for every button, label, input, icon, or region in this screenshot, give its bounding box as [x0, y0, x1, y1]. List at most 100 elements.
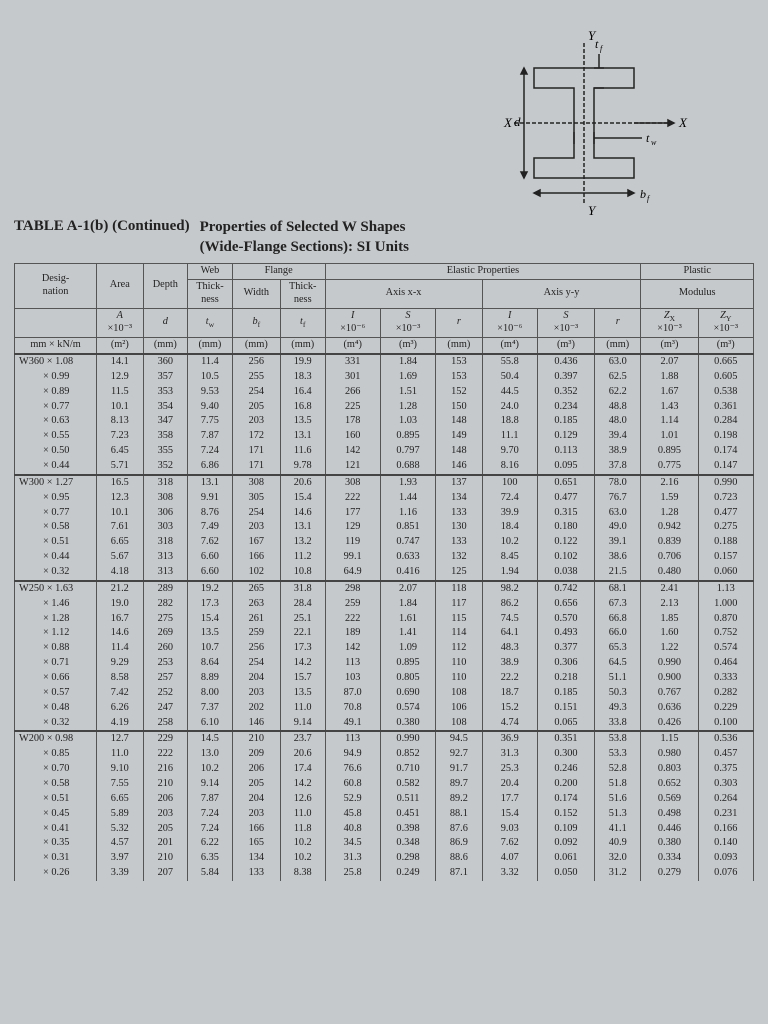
data-cell: 0.752 [698, 626, 753, 641]
data-cell: 49.0 [595, 520, 641, 535]
data-cell: 142 [325, 641, 380, 656]
data-cell: 60.8 [325, 777, 380, 792]
data-cell: 254 [232, 385, 280, 400]
data-cell: 282 [143, 597, 188, 612]
desig-cell: × 0.70 [15, 762, 97, 777]
data-cell: 1.60 [641, 626, 698, 641]
table-row: W300 × 1.2716.531813.130820.63081.931371… [15, 475, 754, 491]
data-cell: 153 [436, 354, 482, 370]
data-cell: 13.5 [280, 414, 325, 429]
data-cell: 266 [325, 385, 380, 400]
data-cell: 1.41 [380, 626, 435, 641]
data-cell: 318 [143, 475, 188, 491]
data-cell: 207 [143, 866, 188, 881]
data-cell: 260 [143, 641, 188, 656]
data-cell: 7.62 [482, 836, 537, 851]
data-cell: 0.038 [537, 565, 594, 581]
table-row: × 0.486.262477.3720211.070.80.57410615.2… [15, 701, 754, 716]
data-cell: 129 [325, 520, 380, 535]
data-cell: 1.51 [380, 385, 435, 400]
svg-text:t: t [595, 37, 599, 51]
data-cell: 222 [143, 747, 188, 762]
data-cell: 94.5 [436, 731, 482, 747]
data-cell: 0.061 [537, 851, 594, 866]
data-cell: 1.28 [380, 400, 435, 415]
data-cell: 10.1 [97, 506, 143, 521]
data-cell: 18.3 [280, 370, 325, 385]
data-cell: 9.40 [188, 400, 233, 415]
desig-cell: × 0.26 [15, 866, 97, 881]
data-cell: 247 [143, 701, 188, 716]
data-cell: 153 [436, 370, 482, 385]
data-cell: 289 [143, 581, 188, 597]
svg-text:Y: Y [588, 203, 597, 218]
data-cell: 258 [143, 716, 188, 732]
data-cell: 206 [143, 792, 188, 807]
data-cell: 261 [232, 612, 280, 627]
data-cell: 19.9 [280, 354, 325, 370]
data-cell: 1.84 [380, 597, 435, 612]
data-cell: 160 [325, 429, 380, 444]
data-cell: 31.8 [280, 581, 325, 597]
data-cell: 275 [143, 612, 188, 627]
data-cell: 166 [232, 822, 280, 837]
data-cell: 0.747 [380, 535, 435, 550]
data-cell: 0.980 [641, 747, 698, 762]
data-cell: 0.198 [698, 429, 753, 444]
data-cell: 24.0 [482, 400, 537, 415]
data-cell: 0.805 [380, 671, 435, 686]
data-cell: 74.5 [482, 612, 537, 627]
data-cell: 92.7 [436, 747, 482, 762]
data-cell: 189 [325, 626, 380, 641]
data-cell: 37.8 [595, 459, 641, 475]
data-cell: 0.665 [698, 354, 753, 370]
data-cell: 0.538 [698, 385, 753, 400]
data-cell: 7.37 [188, 701, 233, 716]
data-cell: 14.6 [97, 626, 143, 641]
data-cell: 7.75 [188, 414, 233, 429]
data-cell: 119 [325, 535, 380, 550]
data-cell: 39.1 [595, 535, 641, 550]
unit-cell: (m³) [641, 338, 698, 354]
table-row: × 0.455.892037.2420311.045.80.45188.115.… [15, 807, 754, 822]
sym-Iy: I×10⁻⁶ [482, 308, 537, 338]
hdr-flange: Flange [232, 264, 325, 280]
data-cell: 10.1 [97, 400, 143, 415]
data-cell: 2.13 [641, 597, 698, 612]
unit-cell: (mm) [143, 338, 188, 354]
data-cell: 19.2 [188, 581, 233, 597]
table-row: × 0.587.552109.1420514.260.80.58289.720.… [15, 777, 754, 792]
table-row: W250 × 1.6321.228919.226531.82982.071189… [15, 581, 754, 597]
data-cell: 38.9 [595, 444, 641, 459]
data-cell: 13.5 [280, 686, 325, 701]
data-cell: 308 [143, 491, 188, 506]
data-cell: 114 [436, 626, 482, 641]
data-cell: 62.5 [595, 370, 641, 385]
table-row: × 0.313.972106.3513410.231.30.29888.64.0… [15, 851, 754, 866]
data-cell: 0.895 [380, 429, 435, 444]
data-cell: 7.61 [97, 520, 143, 535]
data-cell: 0.147 [698, 459, 753, 475]
data-cell: 39.9 [482, 506, 537, 521]
data-cell: 5.67 [97, 550, 143, 565]
data-cell: 265 [232, 581, 280, 597]
table-row: × 0.719.292538.6425414.21130.89511038.90… [15, 656, 754, 671]
data-cell: 45.8 [325, 807, 380, 822]
data-cell: 313 [143, 550, 188, 565]
data-cell: 3.39 [97, 866, 143, 881]
data-cell: 142 [325, 444, 380, 459]
unit-cell: (m³) [698, 338, 753, 354]
data-cell: 31.2 [595, 866, 641, 881]
data-cell: 0.803 [641, 762, 698, 777]
data-cell: 0.851 [380, 520, 435, 535]
data-cell: 25.8 [325, 866, 380, 881]
svg-text:w: w [651, 138, 657, 147]
data-cell: 5.89 [97, 807, 143, 822]
data-cell: 313 [143, 565, 188, 581]
data-cell: 203 [232, 414, 280, 429]
data-cell: 259 [325, 597, 380, 612]
data-cell: 360 [143, 354, 188, 370]
data-cell: 0.151 [537, 701, 594, 716]
data-cell: 0.767 [641, 686, 698, 701]
data-cell: 0.451 [380, 807, 435, 822]
